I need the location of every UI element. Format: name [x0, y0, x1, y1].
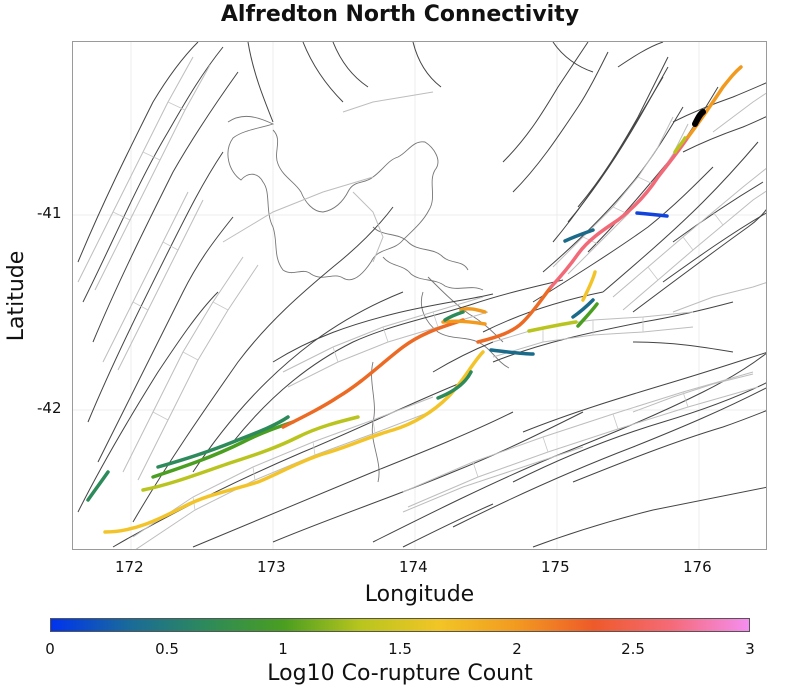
- colorbar-tick-1.5: 1.5: [388, 640, 412, 658]
- colorbar-tick-2: 2: [512, 640, 522, 658]
- subsection-polygons: [77, 56, 766, 549]
- section-lime-south: [527, 320, 578, 333]
- y-axis-label: Latitude: [4, 250, 29, 342]
- x-tick-174: 174: [399, 558, 428, 576]
- section-green-south: [576, 302, 599, 328]
- colorbar-tick-1: 1: [278, 640, 288, 658]
- section-blue-east: [635, 211, 669, 218]
- map-panel[interactable]: [72, 41, 767, 550]
- x-tick-176: 176: [683, 558, 712, 576]
- y-tick-minus42: -42: [37, 399, 62, 417]
- section-teal-west: [156, 415, 290, 469]
- colorbar-tick-0.5: 0.5: [155, 640, 179, 658]
- gridlines: [73, 42, 766, 549]
- subsection-rungs: [112, 101, 724, 511]
- section-teal-coast: [86, 470, 110, 502]
- x-tick-172: 172: [115, 558, 144, 576]
- map-title: Alfredton North Connectivity: [220, 2, 580, 27]
- x-axis-label: Longitude: [364, 582, 475, 607]
- x-tick-173: 173: [257, 558, 286, 576]
- fault-map: [73, 42, 766, 549]
- section-green-west: [151, 420, 295, 479]
- colorbar-tick-0: 0: [45, 640, 55, 658]
- section-teal-short: [443, 310, 465, 322]
- section-yellow-east: [581, 270, 597, 302]
- section-teal-south: [571, 298, 595, 319]
- section-orange-short: [459, 307, 487, 314]
- section-teal-junction: [489, 348, 535, 356]
- section-lime-north: [673, 136, 687, 154]
- corupture-sections: [86, 65, 743, 534]
- section-yellow-main: [103, 350, 485, 534]
- section-pink-axial: [549, 135, 690, 289]
- section-teal-central: [436, 370, 473, 400]
- colorbar: [50, 618, 750, 632]
- fault-traces: [77, 42, 766, 548]
- section-orange-east: [476, 285, 553, 344]
- section-black-max: [692, 109, 706, 127]
- colorbar-tick-2.5: 2.5: [621, 640, 645, 658]
- colorbar-tick-3: 3: [745, 640, 755, 658]
- section-orange-central: [281, 318, 465, 429]
- colorbar-label: Log10 Co-rupture Count: [267, 661, 533, 686]
- x-tick-175: 175: [541, 558, 570, 576]
- section-orange-short-2: [441, 319, 487, 326]
- section-blue-mid: [563, 228, 595, 243]
- section-lime-west: [141, 415, 360, 492]
- y-tick-minus41: -41: [37, 204, 62, 222]
